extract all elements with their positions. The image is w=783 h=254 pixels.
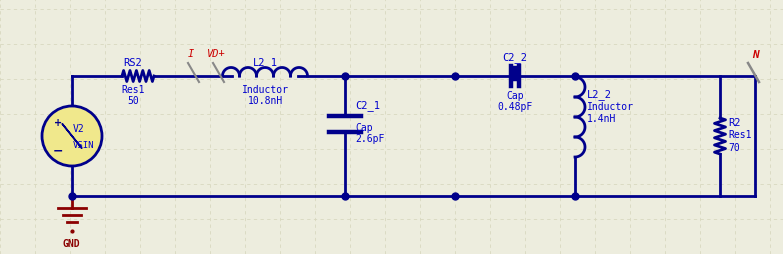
Text: Cap: Cap (506, 91, 524, 101)
Text: N: N (752, 50, 760, 60)
Text: V2: V2 (73, 123, 85, 133)
Text: L2_2: L2_2 (587, 89, 612, 100)
Text: VSIN: VSIN (73, 140, 95, 149)
Text: Res1: Res1 (121, 85, 145, 95)
Text: 1.4nH: 1.4nH (587, 114, 616, 123)
Text: 0.48pF: 0.48pF (497, 102, 532, 112)
Text: I: I (188, 49, 194, 59)
Text: VD+: VD+ (207, 49, 226, 59)
Text: 70: 70 (728, 142, 740, 152)
Text: +: + (54, 118, 62, 128)
Circle shape (42, 107, 102, 166)
Text: L2_1: L2_1 (252, 57, 277, 68)
Text: −: − (52, 144, 63, 157)
Text: C2_1: C2_1 (355, 100, 380, 110)
Text: 2.6pF: 2.6pF (355, 133, 384, 144)
Text: Res1: Res1 (728, 130, 752, 139)
Text: Inductor: Inductor (241, 85, 288, 95)
Text: RS2: RS2 (124, 58, 143, 68)
Text: R2: R2 (728, 118, 741, 128)
Text: Cap: Cap (355, 122, 373, 133)
Text: 50: 50 (127, 96, 139, 106)
Text: Inductor: Inductor (587, 102, 634, 112)
Text: C2_2: C2_2 (503, 52, 528, 63)
Text: 10.8nH: 10.8nH (247, 96, 283, 106)
Text: GND: GND (62, 238, 80, 248)
